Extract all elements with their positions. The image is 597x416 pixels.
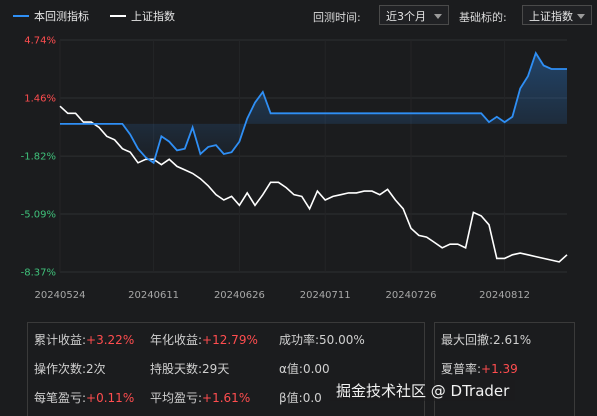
stat-label: 年化收益:	[150, 333, 203, 347]
stat-label: 累计收益:	[34, 333, 87, 347]
y-tick-label: -5.09%	[21, 209, 56, 220]
stats-panel: 累计收益:+3.22% 年化收益:+12.79% 成功率:50.00% 操作次数…	[27, 322, 425, 416]
stat-value: 0.00	[302, 362, 330, 376]
strategy-line	[60, 51, 567, 165]
watermark: 掘金技术社区 @ DTrader	[330, 380, 516, 401]
stat-value: +12.79%	[202, 333, 258, 347]
y-tick-label: -8.37%	[21, 268, 56, 279]
stat-max-drawdown: 最大回撤:2.61%	[441, 331, 531, 348]
legend-strategy-label: 本回测指标	[34, 10, 89, 23]
chart-grid	[59, 39, 567, 273]
stat-hold-days: 持股天数:29天	[150, 360, 229, 377]
legend-strategy[interactable]: 本回测指标	[13, 8, 89, 24]
chevron-down-icon	[577, 14, 585, 19]
stat-value: +1.61%	[202, 391, 251, 405]
stat-beta: β值:0.0	[279, 389, 322, 406]
stat-label: 成功率:	[279, 333, 320, 347]
x-tick-label: 20240726	[386, 290, 437, 301]
period-label: 回测时间:	[313, 11, 361, 24]
risk-panel: 最大回撤:2.61% 夏普率:+1.39	[434, 322, 575, 416]
stat-avg-pnl: 平均盈亏:+1.61%	[150, 389, 250, 406]
strategy-area	[60, 53, 567, 163]
chart-toolbar: 本回测指标 上证指数 回测时间: 近3个月 基础标的: 上证指数	[0, 0, 597, 30]
stat-annual-return: 年化收益:+12.79%	[150, 331, 258, 348]
stat-value: +3.22%	[86, 333, 135, 347]
stat-label: 夏普率:	[441, 362, 482, 376]
performance-chart[interactable]: 4.74%1.46%-1.82%-5.09%-8.37% 20240524 202…	[0, 30, 597, 320]
legend-benchmark-swatch	[110, 15, 126, 17]
stat-label: 操作次数:	[34, 362, 87, 376]
stat-cumulative-return: 累计收益:+3.22%	[34, 331, 134, 348]
stat-label: 平均盈亏:	[150, 391, 203, 405]
stat-trades: 操作次数:2次	[34, 360, 106, 377]
stat-label: 最大回撤:	[441, 333, 494, 347]
stat-value: 50.00%	[319, 333, 365, 347]
stat-label: β值:	[279, 391, 303, 405]
period-select[interactable]: 近3个月	[379, 5, 449, 25]
chevron-down-icon	[434, 14, 442, 19]
stat-label: 持股天数:	[150, 362, 203, 376]
benchmark-line	[59, 105, 568, 263]
stat-value: +0.11%	[86, 391, 135, 405]
x-tick-label: 20240812	[479, 290, 530, 301]
stat-win-rate: 成功率:50.00%	[279, 331, 365, 348]
y-tick-label: 4.74%	[24, 36, 56, 47]
y-tick-label: 1.46%	[24, 94, 56, 105]
x-tick-label: 20240626	[214, 290, 265, 301]
stat-label: 每笔盈亏:	[34, 391, 87, 405]
stat-value: 2.61%	[493, 333, 532, 347]
x-tick-label: 20240711	[300, 290, 351, 301]
y-axis: 4.74% 1.46% -1.82% -5.09% -8.37%	[21, 36, 56, 279]
x-tick-label: 20240611	[128, 290, 179, 301]
x-tick-label: 20240524	[35, 290, 86, 301]
benchmark-select[interactable]: 上证指数	[522, 5, 592, 25]
stat-value: 29天	[202, 362, 230, 376]
stat-value: +1.39	[481, 362, 518, 376]
legend-strategy-swatch	[13, 15, 29, 17]
benchmark-select-value: 上证指数	[529, 10, 573, 23]
y-tick-label: -1.82%	[21, 152, 56, 163]
period-select-value: 近3个月	[386, 10, 426, 23]
stat-value: 2次	[86, 362, 106, 376]
stat-label: α值:	[279, 362, 303, 376]
stat-value: 0.0	[302, 391, 322, 405]
x-axis: 20240524 20240611 20240626 20240711 20240726…	[35, 290, 531, 301]
benchmark-label: 基础标的:	[459, 11, 507, 24]
stat-per-trade: 每笔盈亏:+0.11%	[34, 389, 134, 406]
legend-benchmark-label: 上证指数	[131, 10, 175, 23]
stat-sharpe: 夏普率:+1.39	[441, 360, 518, 377]
stat-alpha: α值:0.00	[279, 360, 330, 377]
legend-benchmark[interactable]: 上证指数	[110, 8, 175, 24]
